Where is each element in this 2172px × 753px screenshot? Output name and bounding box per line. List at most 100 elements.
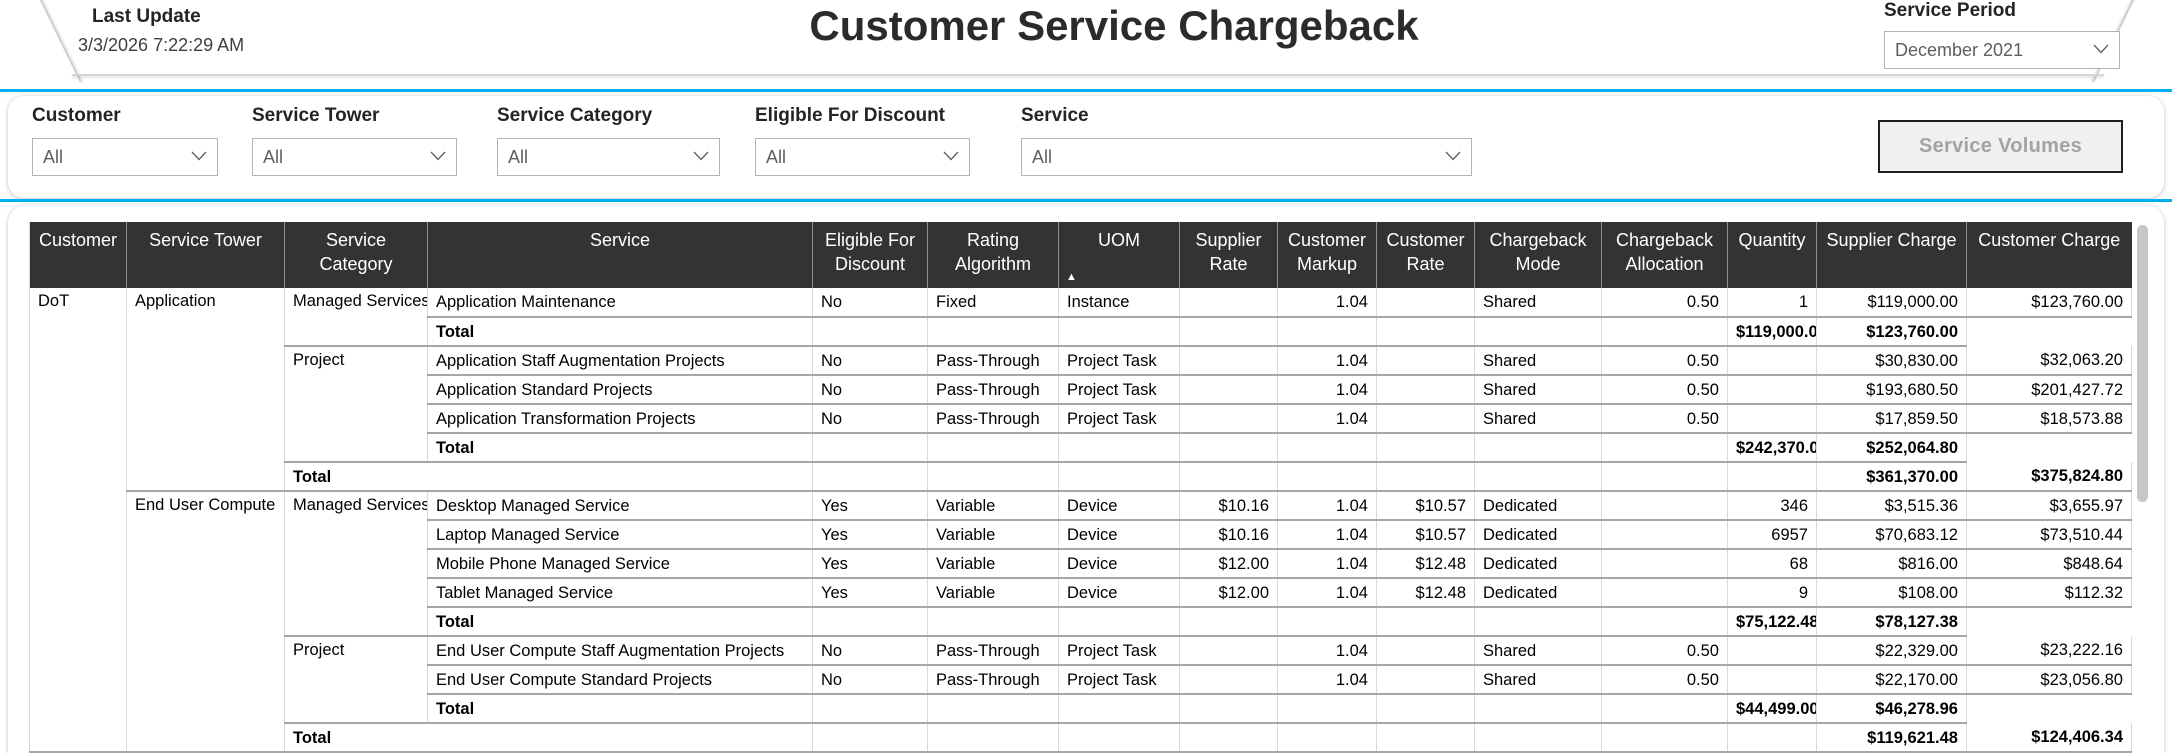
service-dropdown[interactable]: All xyxy=(1021,138,1472,176)
col-header-supplier-charge[interactable]: Supplier Charge xyxy=(1816,222,1967,288)
supplier-rate-cell xyxy=(1179,288,1278,318)
allocation-cell xyxy=(1601,520,1728,550)
eligible-cell: No xyxy=(812,346,928,376)
allocation-cell: 0.50 xyxy=(1601,665,1728,695)
filter-service: Service All xyxy=(1021,105,1472,176)
eligible-cell: No xyxy=(812,665,928,695)
table-header-row: Customer Service Tower Service Category … xyxy=(29,222,2132,288)
total-label-cell: Total xyxy=(427,607,813,637)
rating-cell: Pass-Through xyxy=(927,404,1059,434)
total-label-cell: Total xyxy=(284,462,813,492)
rating-cell: Pass-Through xyxy=(927,375,1059,405)
customer-charge-total-cell: $123,760.00 xyxy=(1816,317,1967,347)
rating-cell: Pass-Through xyxy=(927,665,1059,695)
col-header-service[interactable]: Service xyxy=(427,222,813,288)
col-header-customer-rate[interactable]: Customer Rate xyxy=(1376,222,1475,288)
customer-charge-total-cell: $252,064.80 xyxy=(1816,433,1967,463)
mode-cell: Shared xyxy=(1474,288,1602,318)
eligible-cell: No xyxy=(812,288,928,318)
supplier-charge-cell: $17,859.50 xyxy=(1816,404,1967,434)
service-period-value: December 2021 xyxy=(1895,39,2024,60)
col-header-rating-algorithm[interactable]: Rating Algorithm xyxy=(927,222,1059,288)
col-header-eligible-for-discount[interactable]: Eligible For Discount xyxy=(812,222,928,288)
service-category-dropdown[interactable]: All xyxy=(497,138,720,176)
supplier-rate-cell: $12.00 xyxy=(1179,578,1278,608)
col-header-service-tower[interactable]: Service Tower xyxy=(126,222,285,288)
customer-dropdown[interactable]: All xyxy=(32,138,218,176)
service-cell: Application Maintenance xyxy=(427,288,813,318)
vertical-scrollbar-thumb[interactable] xyxy=(2137,225,2148,502)
mode-cell: Dedicated xyxy=(1474,520,1602,550)
total-row: Total $119,000.00 $123,760.00 xyxy=(30,317,2132,347)
service-period-block: Service Period December 2021 xyxy=(1884,0,2120,69)
quantity-cell xyxy=(1727,375,1817,405)
col-header-customer-markup[interactable]: Customer Markup xyxy=(1277,222,1377,288)
total-row: Total $44,499.00 $46,278.96 xyxy=(30,694,2132,724)
supplier-charge-cell: $30,830.00 xyxy=(1816,346,1967,376)
supplier-charge-cell: $119,000.00 xyxy=(1816,288,1967,318)
allocation-cell xyxy=(1601,491,1728,521)
col-header-service-category[interactable]: Service Category xyxy=(284,222,428,288)
col-header-chargeback-mode[interactable]: Chargeback Mode xyxy=(1474,222,1602,288)
customer-charge-cell: $73,510.44 xyxy=(1966,520,2132,550)
col-header-chargeback-allocation[interactable]: Chargeback Allocation xyxy=(1601,222,1728,288)
col-header-uom[interactable]: UOM ▲ xyxy=(1058,222,1180,288)
eligible-cell: Yes xyxy=(812,491,928,521)
uom-cell: Project Task xyxy=(1058,346,1180,376)
service-dropdown-value: All xyxy=(1032,146,1053,167)
uom-cell: Instance xyxy=(1058,288,1180,318)
uom-cell: Project Task xyxy=(1058,636,1180,666)
supplier-rate-cell xyxy=(1179,375,1278,405)
supplier-rate-cell xyxy=(1179,346,1278,376)
supplier-charge-total-cell: $119,000.00 xyxy=(1727,317,1817,347)
service-cell: Application Staff Augmentation Projects xyxy=(427,346,813,376)
markup-cell: 1.04 xyxy=(1277,404,1377,434)
service-period-dropdown[interactable]: December 2021 xyxy=(1884,31,2120,69)
markup-cell: 1.04 xyxy=(1277,346,1377,376)
customer-charge-cell: $123,760.00 xyxy=(1966,288,2132,318)
quantity-cell: 68 xyxy=(1727,549,1817,579)
markup-cell: 1.04 xyxy=(1277,491,1377,521)
eligible-for-discount-dropdown[interactable]: All xyxy=(755,138,970,176)
tower-total-row: Total $361,370.00 $375,824.80 xyxy=(30,462,2132,492)
col-header-supplier-rate[interactable]: Supplier Rate xyxy=(1179,222,1278,288)
markup-cell: 1.04 xyxy=(1277,520,1377,550)
table-row: Mobile Phone Managed Service Yes Variabl… xyxy=(30,549,2132,579)
total-row: Total $242,370.00 $252,064.80 xyxy=(30,433,2132,463)
customer-rate-cell: $10.57 xyxy=(1376,491,1475,521)
col-header-quantity[interactable]: Quantity xyxy=(1727,222,1817,288)
customer-charge-cell: $201,427.72 xyxy=(1966,375,2132,405)
customer-charge-cell: $18,573.88 xyxy=(1966,404,2132,434)
filter-service-label: Service xyxy=(1021,105,1089,126)
markup-cell: 1.04 xyxy=(1277,375,1377,405)
service-cell: End User Compute Staff Augmentation Proj… xyxy=(427,636,813,666)
service-volumes-button[interactable]: Service Volumes xyxy=(1878,120,2123,173)
table-row: Tablet Managed Service Yes Variable Devi… xyxy=(30,578,2132,608)
uom-cell: Device xyxy=(1058,491,1180,521)
table-row: Application Transformation Projects No P… xyxy=(30,404,2132,434)
customer-cell: DoT xyxy=(29,288,127,753)
chevron-down-icon xyxy=(430,148,446,166)
supplier-charge-cell: $108.00 xyxy=(1816,578,1967,608)
supplier-charge-cell: $22,170.00 xyxy=(1816,665,1967,695)
eligible-for-discount-dropdown-value: All xyxy=(766,146,787,167)
mode-cell: Shared xyxy=(1474,404,1602,434)
service-category-dropdown-value: All xyxy=(508,146,529,167)
customer-charge-cell: $3,655.97 xyxy=(1966,491,2132,521)
col-header-customer-charge[interactable]: Customer Charge xyxy=(1966,222,2132,288)
service-tower-dropdown[interactable]: All xyxy=(252,138,457,176)
col-header-uom-label: UOM xyxy=(1098,230,1140,250)
customer-rate-cell xyxy=(1376,346,1475,376)
customer-dropdown-value: All xyxy=(43,146,64,167)
col-header-customer[interactable]: Customer xyxy=(29,222,127,288)
eligible-cell: Yes xyxy=(812,578,928,608)
markup-cell: 1.04 xyxy=(1277,636,1377,666)
mode-cell: Shared xyxy=(1474,346,1602,376)
chevron-down-icon xyxy=(943,148,959,166)
total-label-cell: Total xyxy=(427,317,813,347)
supplier-rate-cell: $10.16 xyxy=(1179,491,1278,521)
quantity-cell: 6957 xyxy=(1727,520,1817,550)
rating-cell: Fixed xyxy=(927,288,1059,318)
category-cell: Managed Services xyxy=(284,288,428,347)
filter-customer-label: Customer xyxy=(32,105,121,126)
